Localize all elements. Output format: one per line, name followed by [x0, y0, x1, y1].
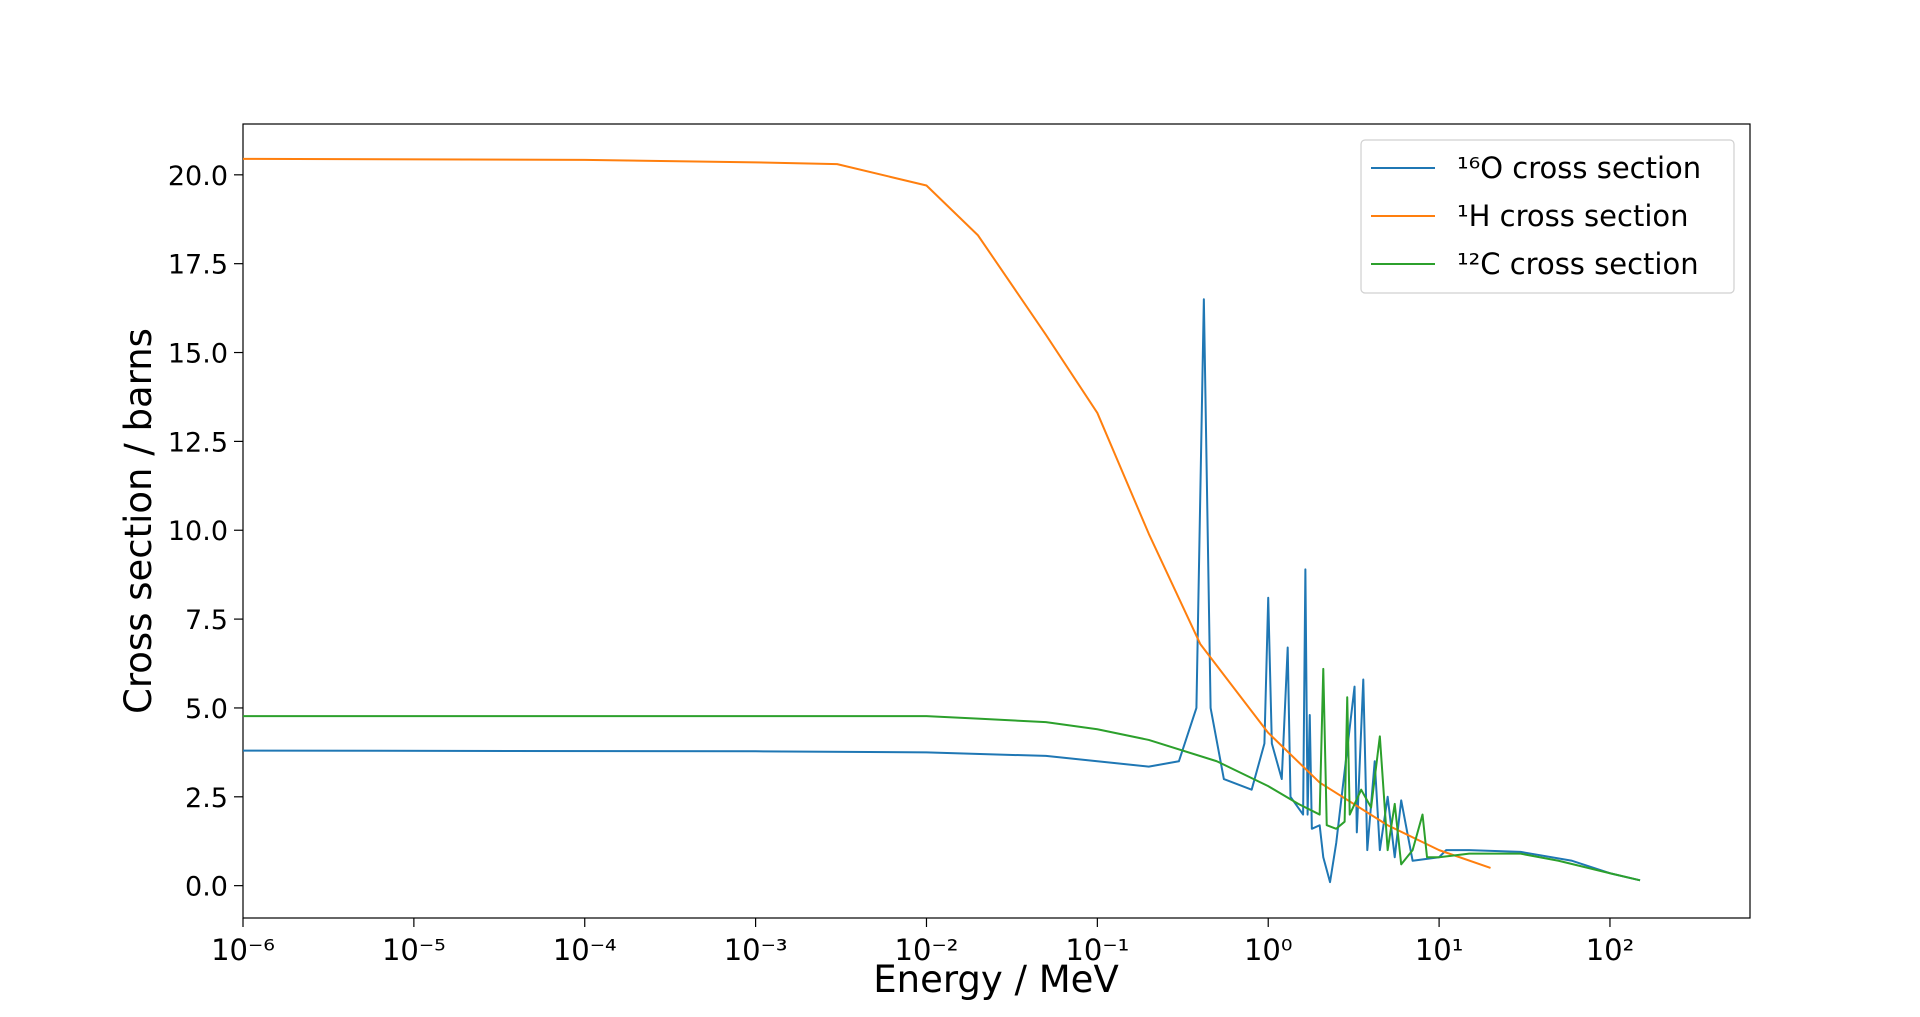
x-tick-label: 10⁻⁴ — [553, 933, 617, 967]
y-axis-label: Cross section / barns — [117, 328, 160, 714]
legend-box — [1360, 139, 1735, 294]
y-tick-label: 12.5 — [168, 427, 228, 458]
x-tick-label: 10⁻⁵ — [382, 933, 446, 967]
x-tick-label: 10⁻³ — [724, 933, 788, 967]
x-axis-label: Energy / MeV — [873, 958, 1119, 1001]
legend-label: ¹²C cross section — [1457, 247, 1699, 281]
plot-frame — [242, 123, 1751, 919]
x-tick-label: 10² — [1586, 933, 1635, 967]
x-tick-label: 10¹ — [1415, 933, 1464, 967]
legend-label: ¹⁶O cross section — [1457, 151, 1701, 185]
y-tick-label: 7.5 — [185, 605, 228, 636]
series-line — [242, 157, 1491, 869]
y-tick-label: 17.5 — [168, 250, 228, 281]
series-line — [242, 298, 1641, 884]
legend-label: ¹H cross section — [1457, 199, 1689, 233]
x-tick-label: 10⁻² — [895, 933, 959, 967]
x-tick-label: 10⁻⁶ — [211, 933, 275, 967]
y-tick-label: 5.0 — [185, 694, 228, 725]
y-tick-label: 2.5 — [185, 783, 228, 814]
series-line — [243, 667, 1641, 882]
y-tick-label: 20.0 — [168, 161, 228, 192]
y-tick-label: 0.0 — [185, 872, 228, 903]
x-tick-label: 10⁻¹ — [1065, 933, 1129, 967]
x-tick-label: 10⁰ — [1244, 933, 1293, 967]
y-tick-label: 10.0 — [168, 516, 228, 547]
y-tick-label: 15.0 — [168, 339, 228, 370]
